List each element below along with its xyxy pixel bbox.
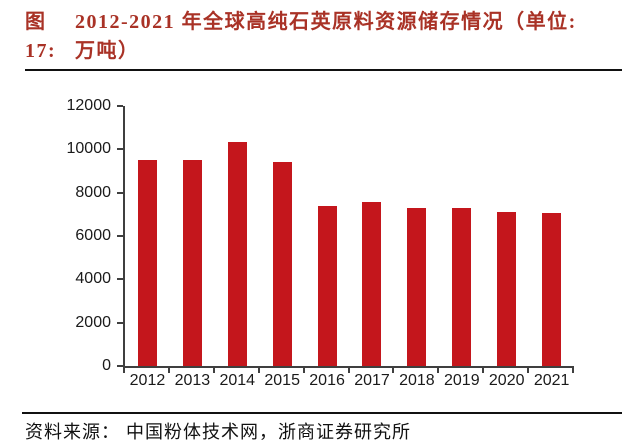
bar-slot-2021 bbox=[529, 213, 574, 366]
bar-2019 bbox=[452, 208, 472, 366]
y-axis: 0 2000 4000 6000 8000 10000 12000 bbox=[0, 97, 123, 374]
figure-title-text: 2012-2021 年全球高纯石英原料资源储存情况（单位: 万吨） bbox=[75, 8, 625, 66]
y-tick-label: 4000 bbox=[75, 270, 111, 288]
bar-2013 bbox=[182, 160, 202, 366]
x-tick-mark bbox=[303, 367, 305, 373]
bar-slot-2014 bbox=[215, 142, 260, 366]
x-tick-mark bbox=[392, 367, 394, 373]
x-tick-label-2019: 2019 bbox=[444, 372, 480, 389]
bar-slot-2015 bbox=[260, 162, 305, 366]
bar-slot-2019 bbox=[439, 208, 484, 366]
bar-2016 bbox=[317, 206, 337, 366]
bar-2020 bbox=[497, 212, 517, 366]
x-tick-label-2012: 2012 bbox=[129, 372, 166, 389]
x-tick-label-2021: 2021 bbox=[533, 372, 570, 389]
figure-number: 图17: bbox=[25, 11, 57, 62]
x-tick-mark bbox=[482, 367, 484, 373]
y-tick-label: 6000 bbox=[75, 227, 111, 244]
x-axis-labels: 2012 2013 2014 2015 2016 2017 2018 2019 2020 2021 bbox=[125, 372, 574, 390]
plot-area bbox=[123, 106, 574, 368]
y-tick-mark bbox=[117, 321, 123, 324]
figure-title-line2: 万吨） bbox=[75, 40, 140, 62]
y-tick-label: 10000 bbox=[66, 140, 112, 158]
x-tick-mark bbox=[168, 367, 170, 373]
bar-slot-2016 bbox=[305, 206, 350, 366]
x-tick-mark bbox=[123, 367, 125, 373]
title-divider-rule bbox=[25, 69, 622, 71]
bar-2021 bbox=[542, 213, 562, 366]
bars bbox=[125, 106, 574, 366]
bar-2017 bbox=[362, 202, 382, 366]
bar-2014 bbox=[227, 142, 247, 366]
x-tick-label-2016: 2016 bbox=[309, 372, 345, 389]
source-line: 资料来源： 中国粉体技术网，浙商证券研究所 bbox=[25, 418, 411, 444]
y-tick-mark bbox=[117, 235, 123, 237]
x-tick-mark bbox=[527, 367, 529, 373]
x-tick-label-2013: 2013 bbox=[174, 372, 211, 389]
y-tick-label: 12000 bbox=[66, 97, 112, 114]
bar-2015 bbox=[272, 162, 292, 366]
y-tick-mark bbox=[117, 278, 123, 281]
x-tick-label-2020: 2020 bbox=[488, 372, 525, 389]
bar-slot-2012 bbox=[125, 160, 170, 366]
bar-slot-2013 bbox=[170, 160, 215, 366]
y-tick-label: 8000 bbox=[75, 183, 111, 201]
y-tick-mark bbox=[117, 148, 123, 151]
bar-2018 bbox=[407, 208, 427, 366]
source-text: 中国粉体技术网，浙商证券研究所 bbox=[126, 422, 411, 442]
bar-chart: 0 2000 4000 6000 8000 10000 12000 2012 2013 2014… bbox=[0, 95, 640, 395]
y-tick-mark bbox=[117, 191, 123, 194]
bar-slot-2020 bbox=[484, 212, 529, 366]
x-tick-label-2015: 2015 bbox=[264, 372, 300, 389]
x-tick-mark bbox=[348, 367, 350, 373]
y-tick-label: 0 bbox=[102, 357, 111, 374]
y-tick-mark bbox=[117, 365, 123, 367]
source-divider-rule bbox=[22, 412, 622, 414]
figure-title: 图17: 2012-2021 年全球高纯石英原料资源储存情况（单位: 万吨） bbox=[25, 8, 625, 66]
x-tick-label-2018: 2018 bbox=[399, 372, 435, 389]
bar-2012 bbox=[137, 160, 157, 366]
bar-slot-2017 bbox=[350, 202, 395, 366]
x-tick-label-2014: 2014 bbox=[219, 372, 256, 389]
bar-slot-2018 bbox=[394, 208, 439, 366]
x-tick-label-2017: 2017 bbox=[354, 372, 390, 389]
x-tick-mark bbox=[572, 367, 574, 373]
figure-title-line1: 2012-2021 年全球高纯石英原料资源储存情况（单位: bbox=[75, 11, 577, 33]
y-tick-label: 2000 bbox=[75, 313, 111, 331]
x-tick-mark bbox=[258, 367, 260, 373]
x-tick-mark bbox=[213, 367, 215, 373]
source-label: 资料来源： bbox=[25, 422, 120, 442]
x-tick-mark bbox=[437, 367, 439, 373]
y-tick-mark bbox=[117, 105, 123, 107]
